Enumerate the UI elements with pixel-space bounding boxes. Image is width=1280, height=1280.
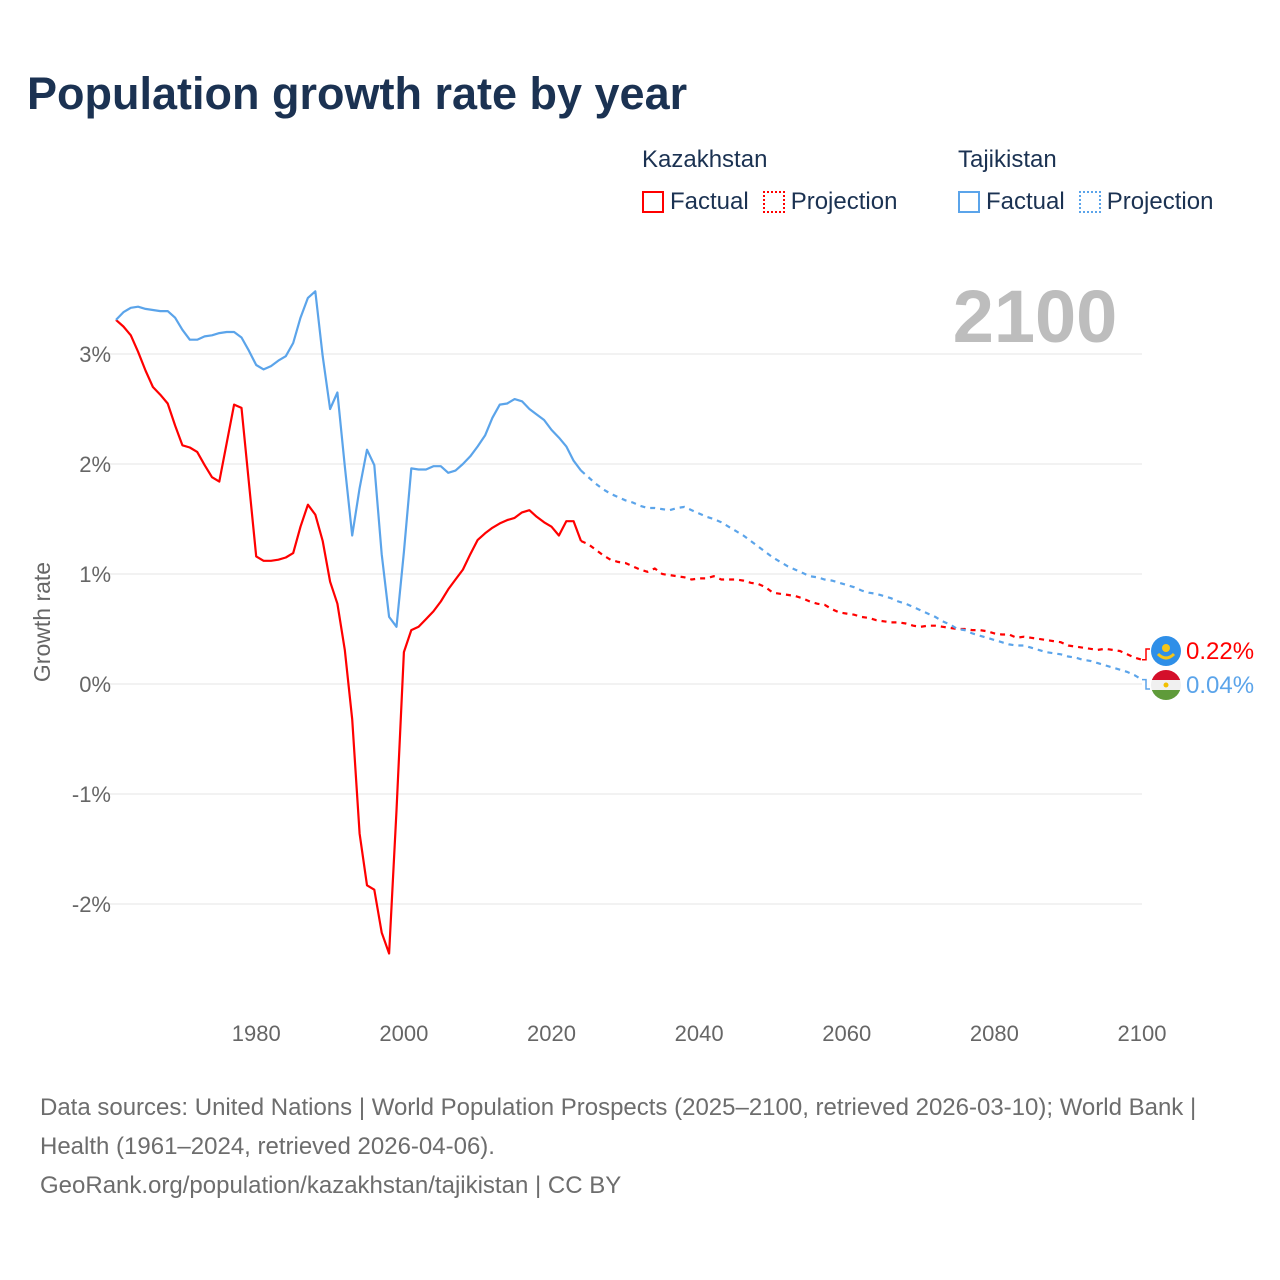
y-tick-label: 2% [79,452,111,477]
legend-swatch-dotted [762,191,785,213]
end-value-label: 0.22% [1186,638,1254,665]
legend-tajikistan: Tajikistan Factual Projection [958,146,1213,216]
end-value-label: 0.04% [1186,672,1254,699]
legend-label: Factual [986,188,1065,215]
x-tick-label: 2020 [527,1021,576,1046]
legend-label: Projection [1106,188,1214,215]
y-tick-label: -2% [72,892,111,917]
legend-swatch-solid [642,191,664,213]
legend-label: Projection [790,188,898,215]
flag-eagle [1156,652,1176,660]
series-line-tajikistan-factual [115,290,582,628]
flag-stripe-green [1151,690,1181,700]
tajikistan-flag-icon [1151,670,1181,700]
legend-kazakhstan: Kazakhstan Factual Projection [642,146,897,216]
year-label: 2100 [953,275,1118,358]
x-tick-label: 2060 [822,1021,871,1046]
legend-item-factual[interactable]: Factual [958,188,1065,216]
y-tick-label: 1% [79,562,111,587]
y-tick-label: 0% [79,672,111,697]
legend-item-factual[interactable]: Factual [642,188,749,216]
x-tick-label: 2080 [970,1021,1019,1046]
legend-country-label: Kazakhstan [642,146,768,173]
chart-title: Population growth rate by year [27,68,688,119]
legend-swatch-dotted [1078,191,1101,213]
end-connector [1142,678,1150,690]
end-connector [1142,648,1150,661]
legend-country-label: Tajikistan [958,146,1057,173]
series-line-kazakhstan-projection [580,539,1143,661]
x-tick-label: 2040 [675,1021,724,1046]
flag-crown [1163,682,1169,688]
legend-swatch-solid [958,191,980,213]
footer: Data sources: United Nations | World Pop… [40,1088,1240,1205]
credit-link[interactable]: GeoRank.org/population/kazakhstan/tajiki… [40,1172,622,1199]
x-tick-label: 1980 [232,1021,281,1046]
series-line-kazakhstan-factual [115,319,583,955]
x-tick-label: 2100 [1118,1021,1167,1046]
y-tick-label: -1% [72,782,111,807]
legend-label: Factual [670,188,749,215]
y-tick-label: 3% [79,342,111,367]
legend-item-projection[interactable]: Projection [1078,188,1214,216]
data-sources: Data sources: United Nations | World Pop… [40,1094,1197,1160]
series-line-tajikistan-projection [580,469,1143,681]
flag-sun [1162,644,1170,652]
legend-item-projection[interactable]: Projection [762,188,898,216]
x-tick-label: 2000 [379,1021,428,1046]
y-axis-label: Growth rate [29,562,55,682]
flag-stripe-red [1151,670,1181,680]
